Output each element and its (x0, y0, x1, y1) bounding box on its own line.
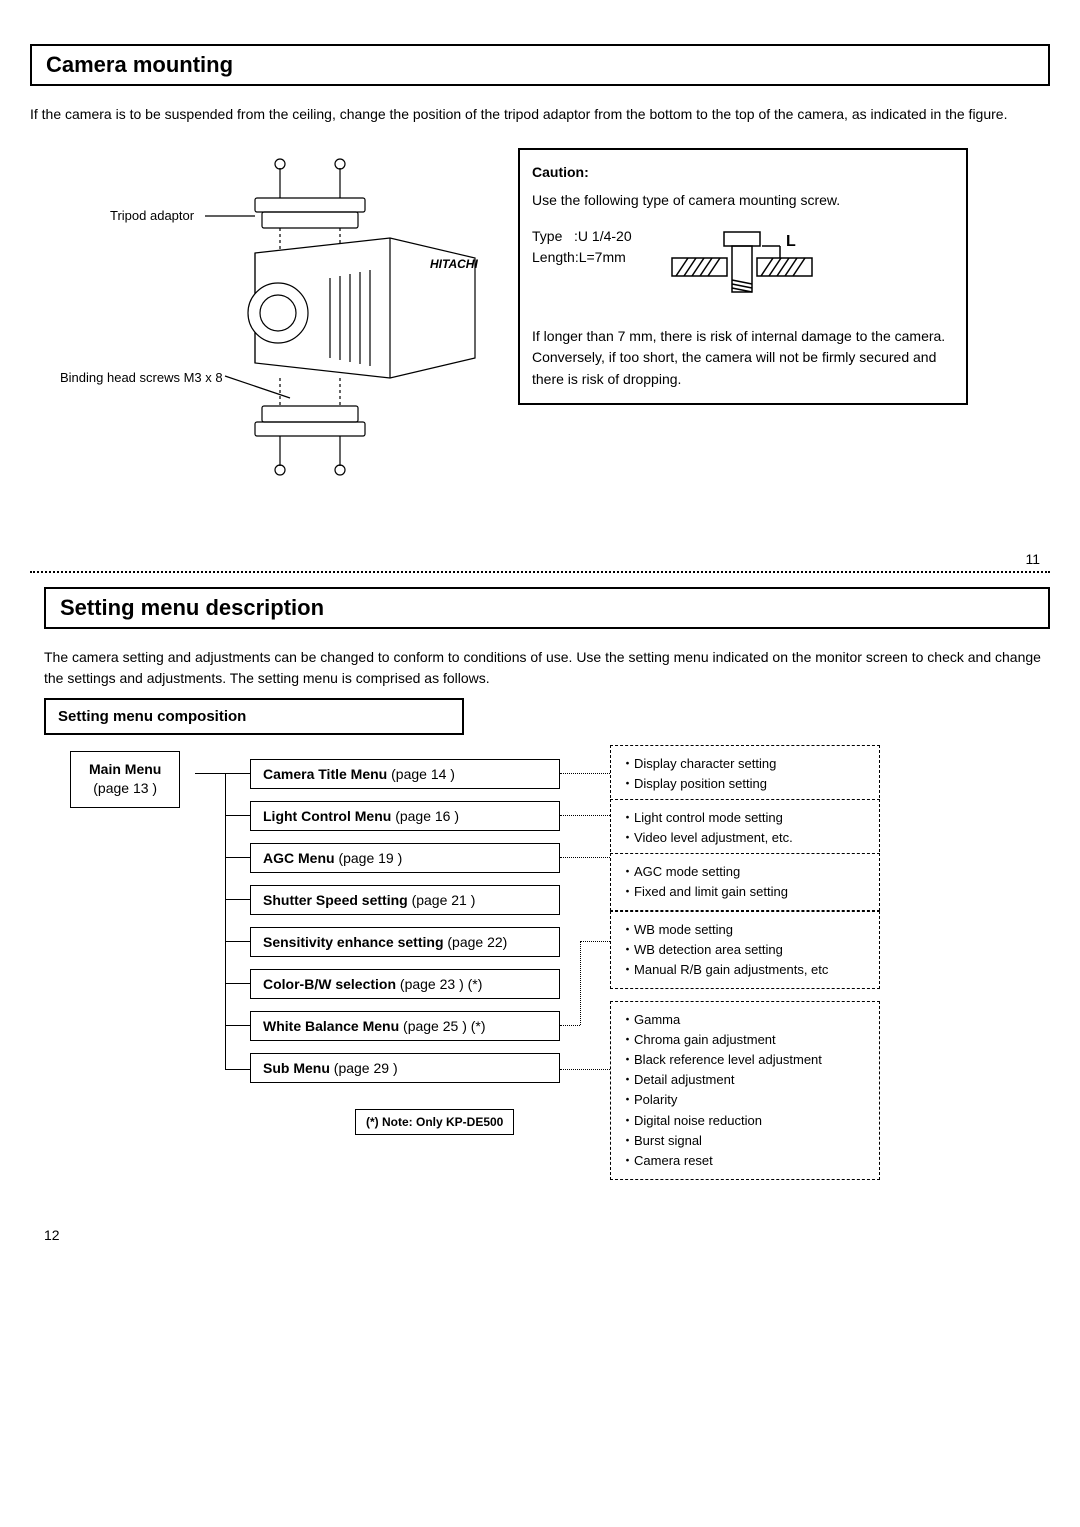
caution-box: Caution: Use the following type of camer… (518, 148, 968, 404)
detail-camera-title: ・Display character setting ・Display posi… (610, 745, 880, 803)
menu-tree: Main Menu (page 13 ) Camera Title Menu (… (30, 751, 1050, 1221)
binding-screws-label: Binding head screws M3 x 8 (60, 370, 223, 385)
caution-heading: Caution: (532, 162, 954, 184)
note-kp-de500: (*) Note: Only KP-DE500 (355, 1109, 514, 1135)
menu-sensitivity: Sensitivity enhance setting (page 22) (250, 927, 560, 957)
detail-wb: ・WB mode setting ・WB detection area sett… (610, 911, 880, 989)
setting-menu-desc: The camera setting and adjustments can b… (44, 647, 1050, 688)
caution-line1: Use the following type of camera mountin… (532, 190, 954, 212)
detail-light-control: ・Light control mode setting ・Video level… (610, 799, 880, 857)
composition-box: Setting menu composition (44, 698, 464, 735)
menu-agc: AGC Menu (page 19 ) (250, 843, 560, 873)
length-L-label: L (786, 233, 796, 250)
page-number-12: 12 (44, 1227, 1050, 1243)
page-divider (30, 571, 1050, 573)
setting-menu-header: Setting menu description (44, 587, 1050, 629)
menu-whitebalance: White Balance Menu (page 25 ) (*) (250, 1011, 560, 1041)
detail-sub: ・Gamma ・Chroma gain adjustment ・Black re… (610, 1001, 880, 1180)
tripod-adaptor-label: Tripod adaptor (110, 208, 194, 223)
mounting-figure-row: HITACHI Tripod adaptor Binding head scre… (30, 148, 1050, 511)
detail-agc: ・AGC mode setting ・Fixed and limit gain … (610, 853, 880, 911)
caution-warning: If longer than 7 mm, there is risk of in… (532, 326, 954, 391)
camera-diagram: HITACHI Tripod adaptor Binding head scre… (30, 148, 500, 511)
screw-diagram: L (662, 226, 832, 306)
mounting-intro-text: If the camera is to be suspended from th… (30, 104, 1050, 124)
screw-spec-text: Type :U 1/4-20 Length:L=7mm (532, 226, 632, 268)
camera-mounting-header: Camera mounting (30, 44, 1050, 86)
camera-illustration: HITACHI (30, 148, 500, 508)
menu-light-control: Light Control Menu (page 16 ) (250, 801, 560, 831)
menu-shutter: Shutter Speed setting (page 21 ) (250, 885, 560, 915)
page-number-11: 11 (30, 551, 1040, 567)
main-menu-node: Main Menu (page 13 ) (70, 751, 180, 808)
menu-sub: Sub Menu (page 29 ) (250, 1053, 560, 1083)
brand-text: HITACHI (430, 257, 478, 271)
menu-camera-title: Camera Title Menu (page 14 ) (250, 759, 560, 789)
menu-colorbw: Color-B/W selection (page 23 ) (*) (250, 969, 560, 999)
